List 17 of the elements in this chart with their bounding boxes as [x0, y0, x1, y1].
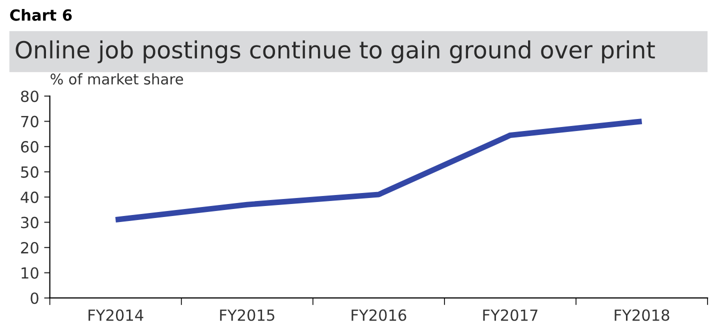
x-tick-label: FY2018 — [614, 309, 670, 321]
x-tick-label: FY2017 — [483, 309, 538, 321]
x-tick-label: FY2015 — [220, 309, 274, 321]
y-tick-label: 40 — [20, 192, 38, 204]
x-tick-label: FY2014 — [88, 309, 144, 321]
y-tick-label: 20 — [21, 242, 38, 254]
y-tick-label: 30 — [21, 216, 38, 228]
y-axis-title: % of market share — [50, 73, 184, 85]
chart-title: Online job postings continue to gain ground over print — [16, 40, 655, 64]
y-tick-label: 10 — [22, 267, 38, 279]
y-tick-label: 0 — [30, 292, 38, 304]
caption: Chart 6 — [10, 9, 72, 21]
y-tick-label: 70 — [21, 116, 38, 128]
y-tick-label: 60 — [21, 141, 38, 153]
y-tick-label: 50 — [21, 166, 38, 178]
x-tick-label: FY2016 — [352, 309, 406, 321]
y-tick-label: 80 — [20, 90, 38, 102]
